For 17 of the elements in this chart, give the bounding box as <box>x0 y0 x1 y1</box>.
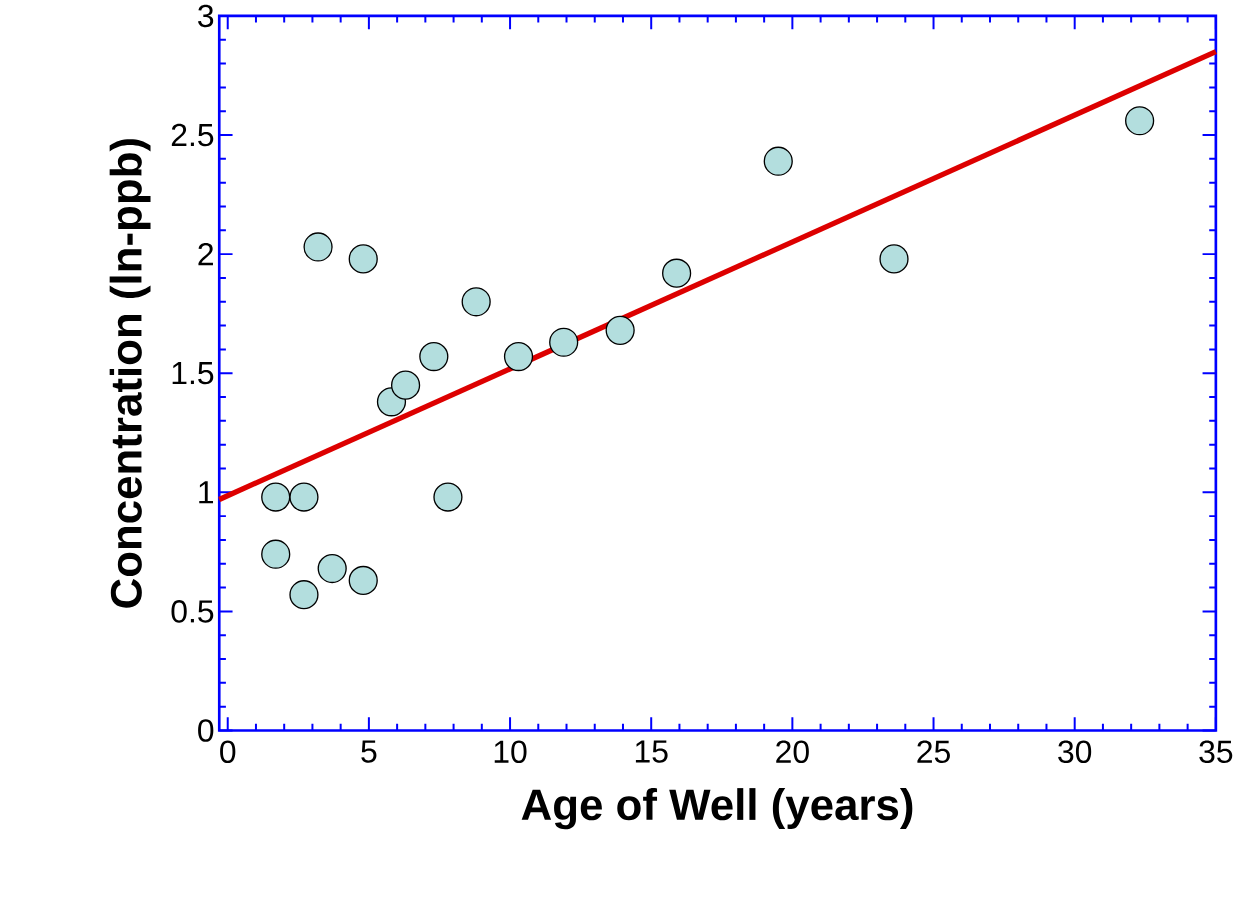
x-tick-label: 35 <box>1199 740 1233 764</box>
x-tick-label: 0 <box>220 740 236 764</box>
x-axis-title: Age of Well (years) <box>521 788 913 830</box>
y-tick-label: 1 <box>199 481 214 504</box>
y-tick-label: 1.5 <box>172 362 214 385</box>
x-tick-label: 25 <box>917 740 950 764</box>
y-tick-label: 2.5 <box>171 123 214 147</box>
x-tick-label: 30 <box>1058 740 1092 764</box>
y-tick-label: 2 <box>198 243 213 266</box>
x-tick-label: 10 <box>494 740 527 764</box>
x-tick-label: 20 <box>776 740 809 764</box>
y-axis-title: Concentration (ln-ppb) <box>109 139 151 608</box>
y-tick-label: 0.5 <box>171 600 214 623</box>
y-tick-label: 0 <box>198 719 214 742</box>
y-tick-label: 3 <box>198 4 214 28</box>
x-tick-label: 5 <box>361 740 377 763</box>
x-tick-label: 15 <box>635 740 668 763</box>
